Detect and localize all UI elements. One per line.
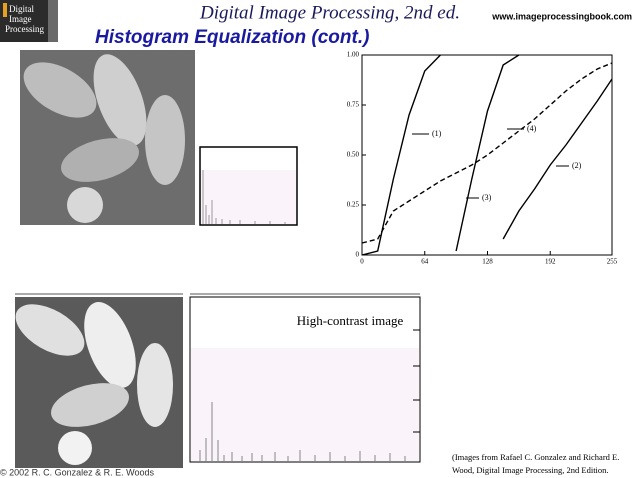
histogram-bg [201,170,296,224]
series-line [361,62,613,244]
image-detail [137,343,173,427]
y-tick-label: 0.75 [347,101,360,109]
image-detail [61,138,139,182]
y-tick-label: 0 [356,251,360,259]
title: Digital Image Processing, 2nd ed. [199,2,460,23]
footer: © 2002 R. C. Gonzalez & R. E. Woods [0,467,155,477]
series-line [502,78,613,240]
x-tick-label: 128 [482,258,493,266]
image-detail [58,431,92,465]
caption: (Images from Rafael C. Gonzalez and Rich… [452,452,619,462]
histogram-bars [202,170,286,224]
logo [0,0,48,42]
image-detail [67,187,103,223]
series-label: (1) [432,129,442,138]
x-tick-label: 255 [607,258,618,266]
image-detail [84,302,136,388]
series-line [361,54,441,256]
logo-strip [48,0,58,42]
x-tick-label: 192 [545,258,556,266]
image-detail [15,304,85,356]
subtitle: Histogram Equalization (cont.) [95,27,369,48]
image-detail [93,54,147,146]
series-label: (2) [572,161,582,170]
x-tick-label: 64 [421,258,429,266]
series-label: (3) [482,193,492,202]
series-line [455,54,520,252]
image-detail [51,383,129,427]
image-detail [23,62,97,118]
histogram-bars [199,402,406,461]
logo-text: Image [9,14,32,24]
series-label: (4) [527,124,537,133]
logo-accent [3,3,7,17]
y-tick-label: 0.50 [347,151,360,159]
url: www.imageprocessingbook.com [491,11,632,21]
x-tick-label: 0 [360,258,364,266]
histogram-bg [191,348,419,461]
logo-text: Processing [5,24,44,34]
histogram-label: High-contrast image [297,313,404,328]
logo-text: Digital [9,4,34,14]
image-detail [145,95,185,185]
y-tick-label: 0.25 [347,201,360,209]
histogram-ticks [413,329,420,433]
y-tick-label: 1.00 [347,51,360,59]
caption: Wood, Digital Image Processing, 2nd Edit… [452,465,609,475]
